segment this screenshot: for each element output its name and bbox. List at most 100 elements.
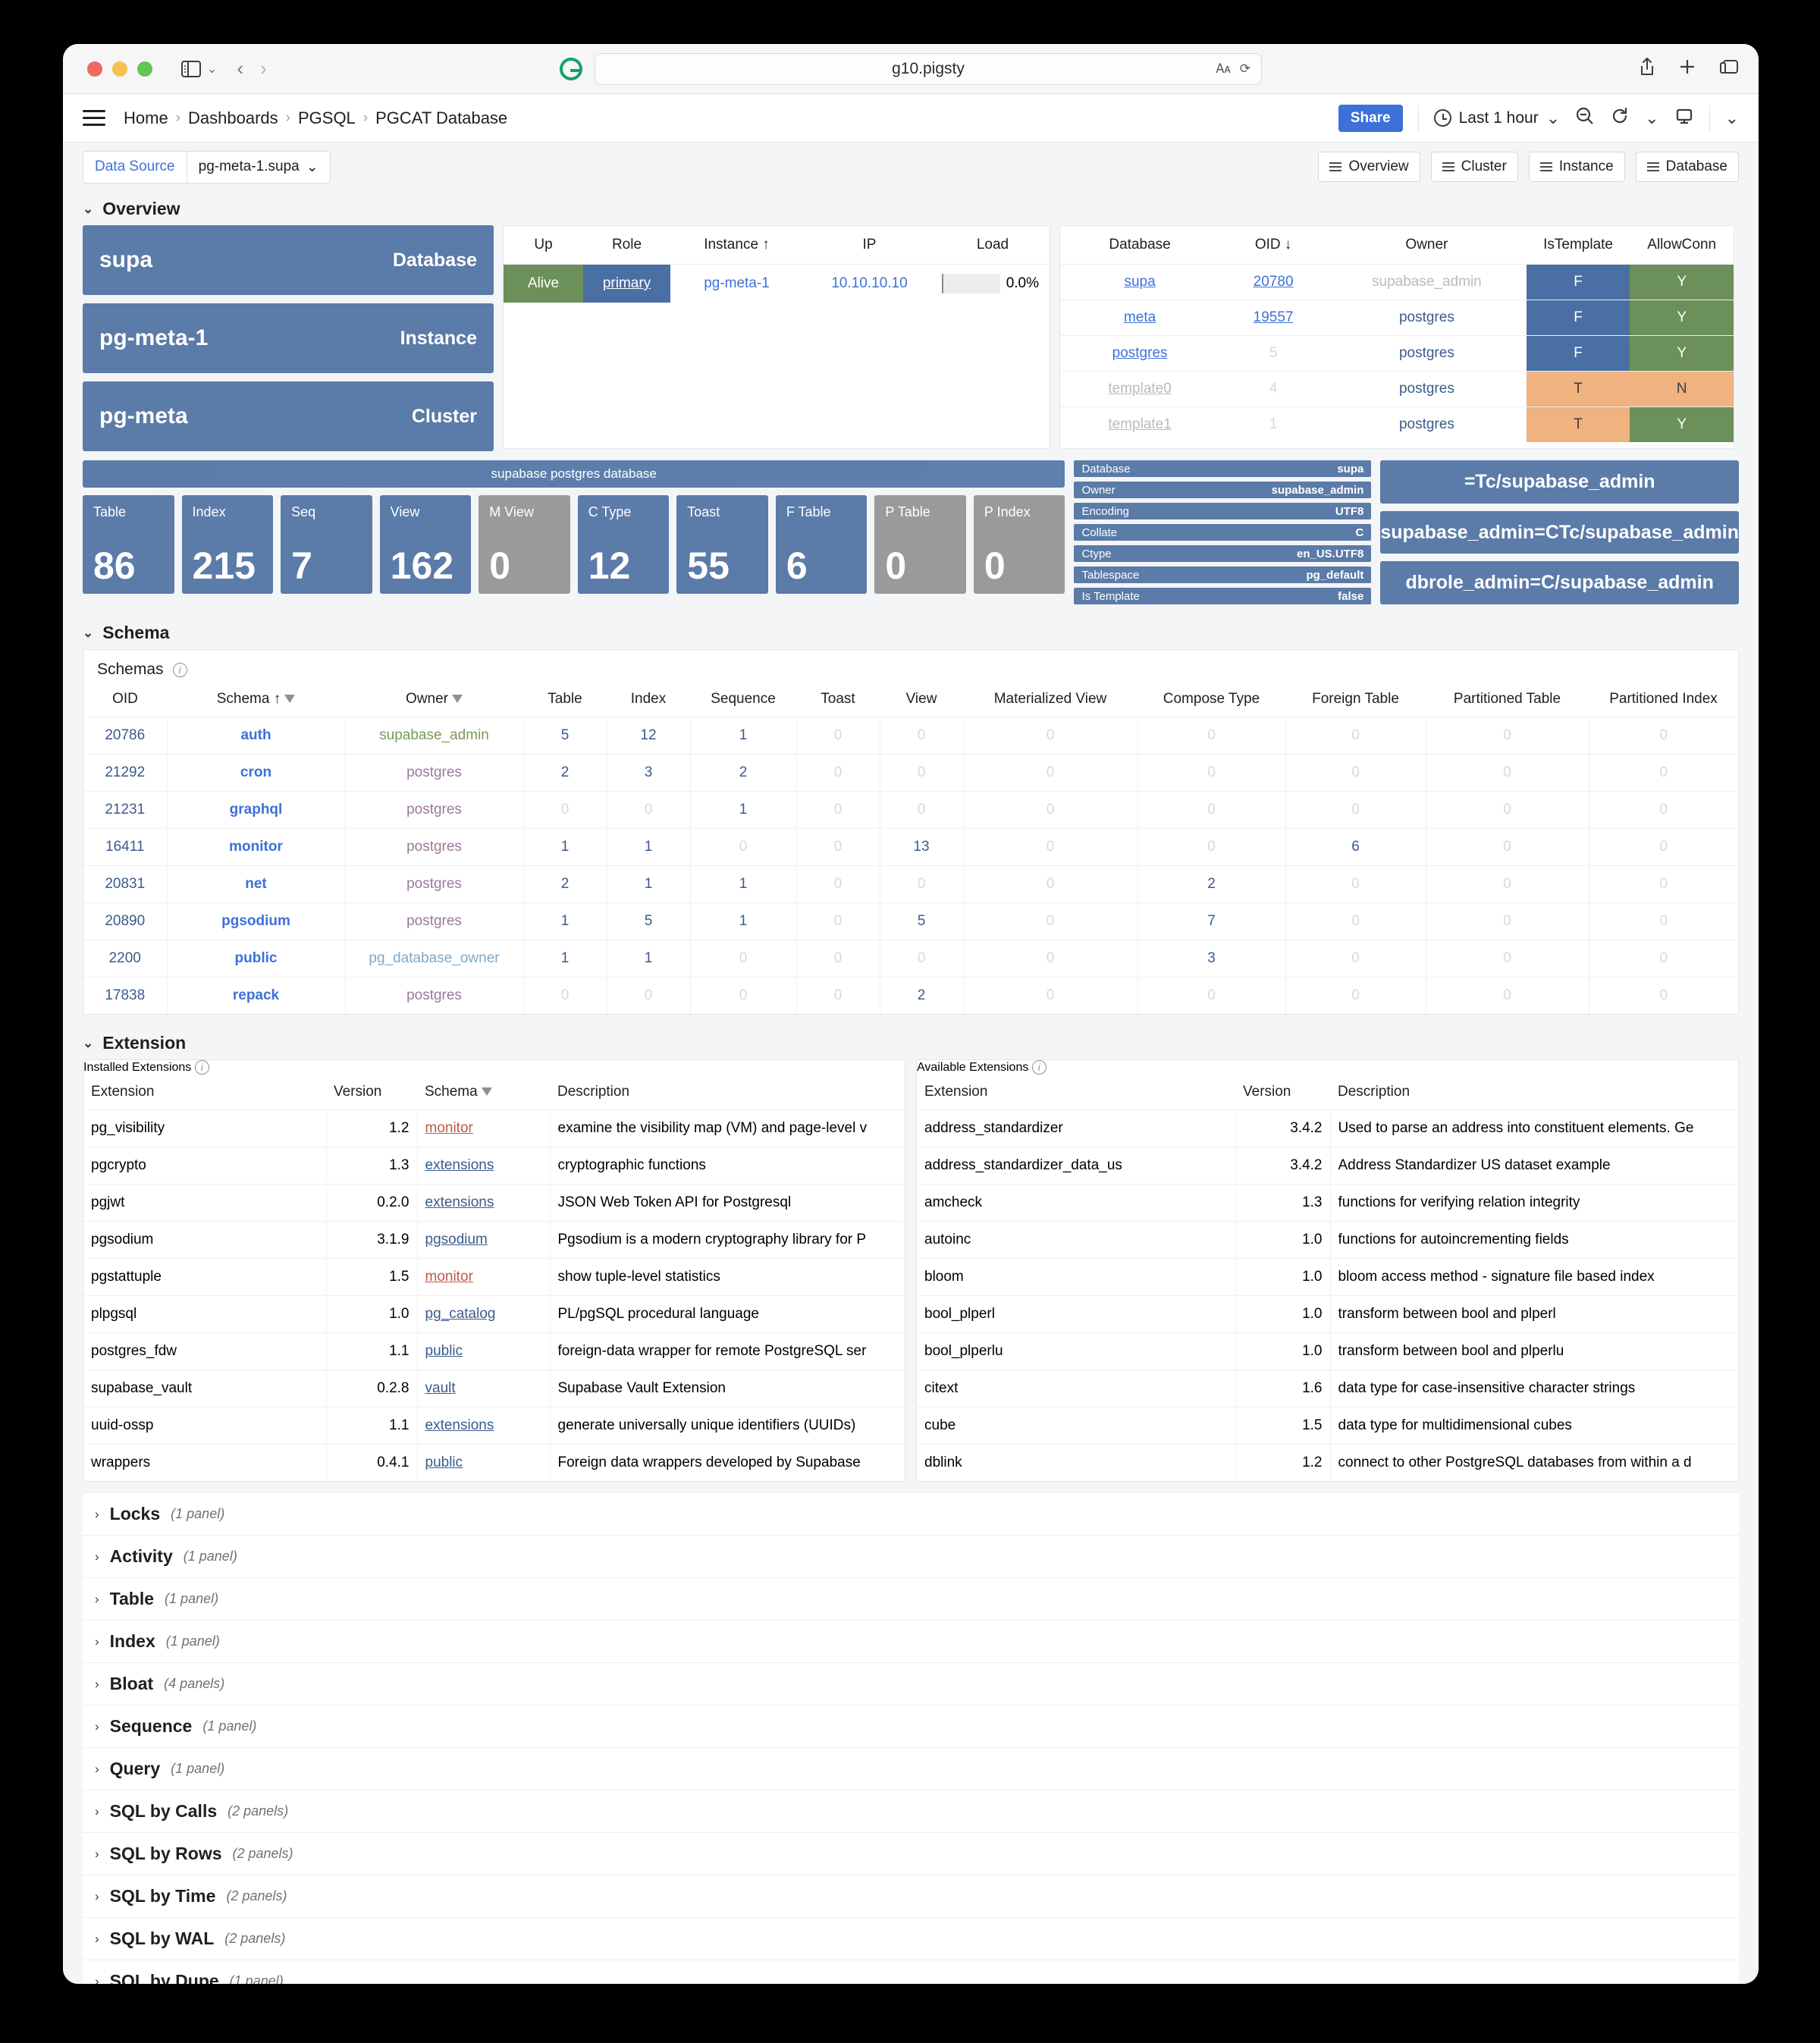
schema-link[interactable]: extensions [425, 1417, 494, 1433]
cell-role[interactable]: primary [583, 264, 670, 303]
stat-ftable[interactable]: F Table 6 [775, 495, 868, 594]
link-cluster[interactable]: Cluster [1430, 152, 1518, 182]
breadcrumb-pgsql[interactable]: PGSQL [297, 108, 356, 127]
table-row[interactable]: 17838 repack postgres 0 0 0 0 2 0 0 0 0 … [83, 977, 1738, 1014]
cell-schema[interactable]: pg_catalog [416, 1295, 550, 1333]
table-row[interactable]: postgres_fdw 1.1 public foreign-data wra… [83, 1332, 905, 1370]
info-icon[interactable]: i [1031, 1060, 1046, 1075]
tile-database[interactable]: supa Database [83, 225, 494, 295]
schema-link[interactable]: extensions [425, 1194, 494, 1210]
col-oid[interactable]: OID ↓ [1254, 237, 1292, 253]
col-owner[interactable]: Owner [345, 682, 523, 717]
cell-oid[interactable]: 20780 [1219, 264, 1328, 300]
link-database[interactable]: Database [1635, 152, 1739, 182]
table-row[interactable]: autoinc 1.0 functions for autoincrementi… [917, 1221, 1738, 1259]
col-oid[interactable]: OID [112, 691, 138, 707]
col-description[interactable]: Description [1338, 1084, 1410, 1100]
cell-schema[interactable]: monitor [166, 828, 345, 866]
breadcrumb-current[interactable]: PGCAT Database [375, 108, 508, 127]
table-row[interactable]: bool_plperlu 1.0 transform between bool … [917, 1332, 1738, 1370]
table-row[interactable]: dblink 1.2 connect to other PostgreSQL d… [917, 1444, 1738, 1481]
collapsed-row-table[interactable]: › Table (1 panel) [83, 1577, 1739, 1620]
info-icon[interactable]: i [194, 1060, 209, 1075]
back-icon[interactable]: ‹ [237, 57, 244, 80]
schema-link[interactable]: pg_catalog [425, 1306, 496, 1322]
table-row[interactable]: pgjwt 0.2.0 extensions JSON Web Token AP… [83, 1184, 905, 1222]
col-view[interactable]: View [905, 691, 937, 707]
table-row[interactable]: Alive primary pg-meta-1 10.10.10.10 0.0% [504, 264, 1050, 303]
menu-icon[interactable] [83, 110, 105, 126]
col-up[interactable]: Up [534, 237, 553, 253]
cell-schema[interactable]: net [166, 865, 345, 903]
url-input[interactable]: g10.pigsty 🗛 ⟳ [595, 52, 1262, 85]
table-row[interactable]: supa 20780 supabase_admin F Y [1060, 264, 1734, 300]
table-row[interactable]: bool_plperl 1.0 transform between bool a… [917, 1295, 1738, 1333]
cell-schema[interactable]: public [166, 940, 345, 978]
stat-toast[interactable]: Toast 55 [676, 495, 768, 594]
table-row[interactable]: amcheck 1.3 functions for verifying rela… [917, 1184, 1738, 1222]
table-row[interactable]: address_standardizer 3.4.2 Used to parse… [917, 1109, 1738, 1147]
cell-schema[interactable]: graphql [166, 791, 345, 829]
col-ip[interactable]: IP [862, 237, 877, 253]
cell-oid[interactable]: 19557 [1219, 300, 1328, 336]
close-window-button[interactable] [87, 61, 102, 77]
schema-link[interactable]: pgsodium [425, 1232, 488, 1247]
table-row[interactable]: citext 1.6 data type for case-insensitiv… [917, 1370, 1738, 1408]
cell-oid[interactable]: 5 [1219, 335, 1328, 372]
link-instance[interactable]: Instance [1528, 152, 1625, 182]
col-version[interactable]: Version [1243, 1084, 1291, 1100]
grammarly-icon[interactable] [560, 57, 582, 80]
cell-schema[interactable]: auth [166, 717, 345, 755]
table-row[interactable]: template0 4 postgres T N [1060, 371, 1734, 407]
stat-mview[interactable]: M View 0 [479, 495, 570, 594]
table-row[interactable]: supabase_vault 0.2.8 vault Supabase Vaul… [83, 1370, 905, 1408]
collapsed-row-locks[interactable]: › Locks (1 panel) [83, 1492, 1739, 1535]
tv-mode-icon[interactable] [1674, 106, 1694, 130]
col-partitioned-index[interactable]: Partitioned Index [1609, 691, 1718, 707]
stat-table[interactable]: Table 86 [83, 495, 174, 594]
table-row[interactable]: wrappers 0.4.1 public Foreign data wrapp… [83, 1444, 905, 1481]
col-istemplate[interactable]: IsTemplate [1543, 237, 1613, 253]
cell-schema[interactable]: public [416, 1444, 550, 1481]
collapsed-row-query[interactable]: › Query (1 panel) [83, 1747, 1739, 1790]
row-header-extension[interactable]: ⌄ Extension [63, 1025, 1759, 1059]
tile-cluster[interactable]: pg-meta Cluster [83, 381, 494, 451]
breadcrumb-dashboards[interactable]: Dashboards [188, 108, 278, 127]
col-compose-type[interactable]: Compose Type [1163, 691, 1260, 707]
minimize-window-button[interactable] [112, 61, 127, 77]
table-row[interactable]: cube 1.5 data type for multidimensional … [917, 1407, 1738, 1445]
col-table[interactable]: Table [548, 691, 582, 707]
table-row[interactable]: pgcrypto 1.3 extensions cryptographic fu… [83, 1147, 905, 1185]
forward-icon[interactable]: › [260, 57, 267, 80]
table-row[interactable]: template1 1 postgres T Y [1060, 406, 1734, 442]
cell-schema[interactable]: monitor [416, 1258, 550, 1296]
row-header-overview[interactable]: ⌄ Overview [63, 191, 1759, 225]
cell-database[interactable]: template1 [1060, 406, 1220, 442]
col-extension[interactable]: Extension [91, 1084, 155, 1100]
col-extension[interactable]: Extension [924, 1084, 988, 1100]
col-owner[interactable]: Owner [1405, 237, 1448, 253]
schema-link[interactable]: extensions [425, 1157, 494, 1173]
schema-link[interactable]: monitor [425, 1120, 473, 1136]
zoom-out-time-icon[interactable] [1575, 106, 1595, 130]
table-row[interactable]: 2200 public pg_database_owner 1 1 0 0 0 … [83, 940, 1738, 978]
col-sequence[interactable]: Sequence [711, 691, 776, 707]
col-foreign-table[interactable]: Foreign Table [1312, 691, 1399, 707]
schema-link[interactable]: monitor [425, 1269, 473, 1285]
datasource-select[interactable]: pg-meta-1.supa ⌄ [187, 150, 331, 184]
schema-link[interactable]: public [425, 1343, 463, 1359]
table-row[interactable]: pg_visibility 1.2 monitor examine the vi… [83, 1109, 905, 1147]
col-description[interactable]: Description [557, 1084, 630, 1100]
cell-ip[interactable]: 10.10.10.10 [803, 264, 936, 303]
reload-icon[interactable]: ⟳ [1239, 61, 1250, 76]
col-allowconn[interactable]: AllowConn [1647, 237, 1717, 253]
stat-ptable[interactable]: P Table 0 [874, 495, 966, 594]
cell-database[interactable]: template0 [1060, 371, 1220, 407]
filter-icon[interactable] [451, 695, 463, 704]
col-version[interactable]: Version [334, 1084, 382, 1100]
tile-instance[interactable]: pg-meta-1 Instance [83, 303, 494, 373]
table-row[interactable]: uuid-ossp 1.1 extensions generate univer… [83, 1407, 905, 1445]
sidebar-toggle-icon[interactable] [178, 56, 204, 82]
cell-schema[interactable]: pgsodium [416, 1221, 550, 1259]
table-row[interactable]: 21292 cron postgres 2 3 2 0 0 0 0 0 0 0 [83, 754, 1738, 792]
